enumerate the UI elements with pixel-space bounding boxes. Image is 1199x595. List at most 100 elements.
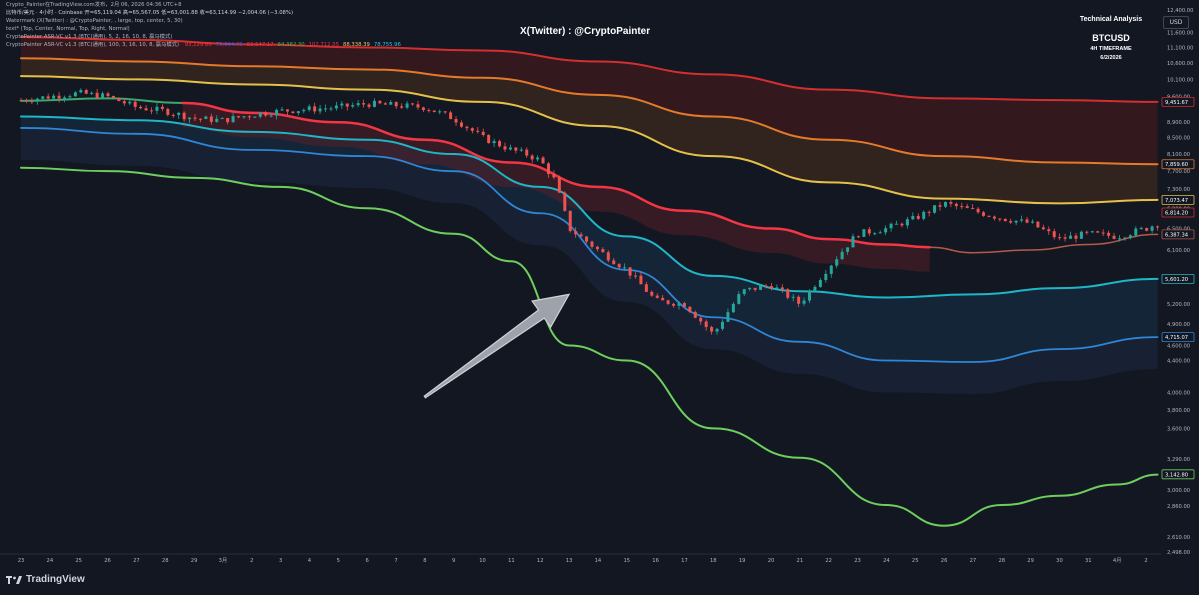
series-line-brown bbox=[928, 233, 1159, 254]
candle-body bbox=[628, 267, 632, 276]
tradingview-logo-icon bbox=[6, 575, 22, 584]
y-axis-tick-label: 2,498.00 bbox=[1167, 550, 1190, 556]
x-axis-tick-label: 9 bbox=[452, 558, 455, 564]
symbol-ohlc-line: 比特币/美元 · 4小时 · Coinbase 开=65,119.04 高=65… bbox=[6, 10, 294, 16]
candle-body bbox=[704, 321, 708, 328]
candle-body bbox=[889, 223, 893, 229]
candle-body bbox=[710, 327, 714, 332]
candle-body bbox=[835, 259, 839, 266]
candle-body bbox=[1112, 235, 1116, 239]
candle-body bbox=[421, 107, 425, 111]
indicator-2-line[interactable]: CryptoPainter ASR-VC v1.3 (BTC(通用), 100,… bbox=[6, 42, 401, 48]
candle-body bbox=[231, 116, 235, 123]
candle-body bbox=[884, 228, 888, 233]
candle-body bbox=[481, 131, 485, 136]
candle-body bbox=[1052, 231, 1056, 238]
indicator-1-line[interactable]: CryptoPainter ASR-VC v1.3 (BTC(通用), 5, 2… bbox=[6, 34, 173, 40]
candle-body bbox=[465, 126, 469, 129]
candle-body bbox=[525, 149, 529, 156]
candle-body bbox=[1074, 235, 1078, 239]
y-axis-tick-label: 6,100.00 bbox=[1167, 248, 1190, 254]
x-axis-tick-label: 4 bbox=[308, 558, 312, 564]
band-fill-red-mid bbox=[182, 102, 930, 272]
candle-body bbox=[1003, 218, 1007, 222]
candle-body bbox=[895, 223, 899, 225]
x-axis-tick-label: 8 bbox=[423, 558, 426, 564]
x-axis-tick-label: 25 bbox=[912, 558, 919, 564]
text-indicator-line[interactable]: text* (Top, Center, Normal, Top, Right, … bbox=[6, 26, 130, 32]
x-axis-tick-label: 7 bbox=[394, 558, 397, 564]
source-line: Crypto_Painter在TradingView.com发布，2月 06, … bbox=[6, 2, 182, 8]
info-date: 6/2/2026 bbox=[1100, 55, 1122, 61]
candle-body bbox=[982, 212, 986, 216]
price-chart[interactable]: 12,400.00 11,600.00 11,100.00 10,600.00 10,1… bbox=[0, 0, 1199, 569]
candle-body bbox=[166, 108, 170, 115]
candle-body bbox=[672, 303, 676, 306]
price-label-text: 7,073.47 bbox=[1165, 198, 1188, 204]
y-axis-tick-label: 8,900.00 bbox=[1167, 120, 1190, 126]
x-axis-tick-label: 10 bbox=[479, 558, 486, 564]
candle-body bbox=[639, 275, 643, 285]
candle-body bbox=[416, 104, 420, 108]
candle-body bbox=[383, 103, 387, 105]
indicator-2-value: 93,129.80 bbox=[184, 42, 212, 48]
candle-body bbox=[851, 236, 855, 248]
candle-body bbox=[1145, 228, 1149, 231]
candle-body bbox=[427, 110, 431, 112]
candle-body bbox=[813, 286, 817, 291]
x-axis-tick-label: 11 bbox=[508, 558, 515, 564]
candle-body bbox=[334, 105, 338, 109]
candle-body bbox=[171, 114, 175, 116]
y-axis-tick-label: 3,290.00 bbox=[1167, 457, 1190, 463]
candle-body bbox=[786, 289, 790, 298]
candle-body bbox=[1090, 231, 1094, 233]
candle-body bbox=[1036, 221, 1040, 228]
x-axis-tick-label: 5 bbox=[337, 558, 340, 564]
candle-body bbox=[530, 155, 534, 160]
candle-body bbox=[943, 202, 947, 207]
candle-body bbox=[318, 108, 322, 112]
x-axis-tick-label: 3 bbox=[279, 558, 282, 564]
candle-body bbox=[1085, 231, 1089, 233]
candle-body bbox=[302, 109, 306, 112]
candle-body bbox=[432, 110, 436, 113]
band-fill-red-orange bbox=[21, 36, 1158, 165]
candle-body bbox=[797, 296, 801, 304]
y-axis-tick-label: 2,610.00 bbox=[1167, 535, 1190, 541]
candle-body bbox=[84, 90, 88, 94]
candle-body bbox=[552, 173, 556, 178]
candle-body bbox=[57, 95, 61, 99]
candle-body bbox=[574, 231, 578, 235]
watermark-title: X(Twitter) : @CryptoPainter bbox=[520, 26, 651, 37]
candle-body bbox=[291, 111, 295, 114]
series-line-teal bbox=[20, 115, 1159, 299]
candle-body bbox=[351, 105, 355, 107]
tradingview-logo[interactable]: TradingView bbox=[6, 574, 85, 585]
candle-body bbox=[400, 106, 404, 108]
tradingview-brand: TradingView bbox=[26, 574, 85, 585]
watermark-indicator-line[interactable]: Watermark (X(Twitter) : @CryptoPainter, … bbox=[6, 18, 183, 24]
candle-body bbox=[519, 149, 523, 151]
candle-body bbox=[612, 260, 616, 265]
price-label-text: 7,859.60 bbox=[1165, 162, 1188, 168]
currency-button[interactable]: USD bbox=[1163, 16, 1189, 29]
candle-body bbox=[394, 102, 398, 107]
candle-body bbox=[356, 103, 360, 106]
price-label-box bbox=[1161, 96, 1195, 107]
candle-body bbox=[601, 249, 605, 253]
candle-body bbox=[824, 273, 828, 281]
x-axis-tick-label: 17 bbox=[681, 558, 688, 564]
x-axis-tick-label: 25 bbox=[75, 558, 82, 564]
candle-body bbox=[992, 216, 996, 219]
candle-body bbox=[568, 210, 572, 232]
candle-body bbox=[802, 300, 806, 304]
candle-body bbox=[546, 163, 550, 174]
x-axis-tick-label: 4月 bbox=[1113, 557, 1122, 564]
y-axis-tick-label: 11,100.00 bbox=[1167, 45, 1193, 51]
x-axis-tick-label: 3月 bbox=[219, 557, 228, 564]
candle-body bbox=[1025, 219, 1029, 223]
candle-body bbox=[220, 118, 224, 120]
candle-body bbox=[454, 119, 458, 123]
x-axis-tick-label: 19 bbox=[739, 558, 746, 564]
candle-body bbox=[715, 328, 719, 332]
